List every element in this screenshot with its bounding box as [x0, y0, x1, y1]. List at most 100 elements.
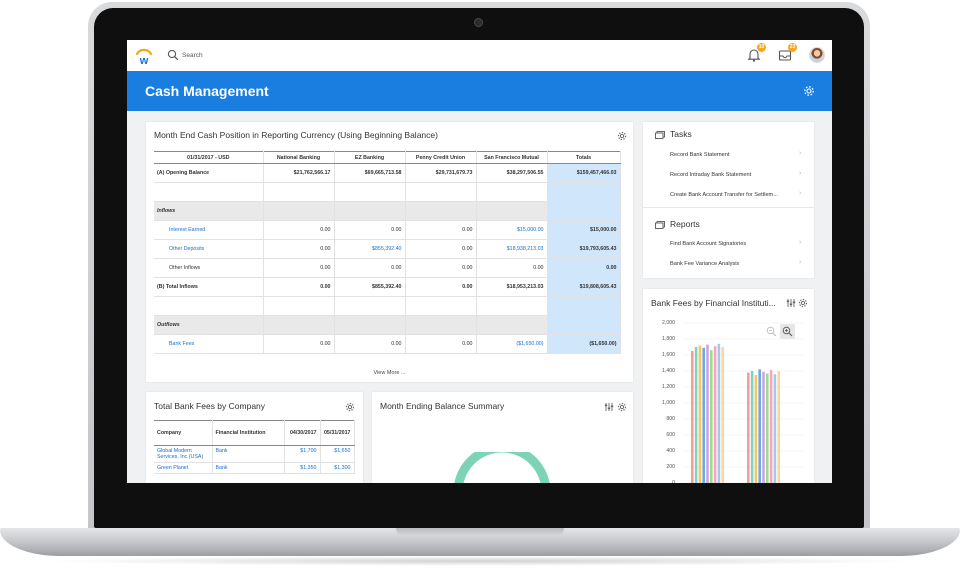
- view-more-link[interactable]: View More ...: [373, 370, 406, 376]
- divider: [643, 207, 814, 208]
- y-tick-label: 1,400: [662, 368, 675, 374]
- avatar[interactable]: [809, 47, 825, 63]
- table-row-bank-fees: Bank Fees 0.00 0.00 0.00 ($1,650.00) ($1…: [154, 334, 621, 354]
- table-row-interest-earned: Interest Earned 0.00 0.00 0.00 $15,000.0…: [154, 220, 621, 240]
- zoom-in-button[interactable]: [780, 324, 795, 339]
- gear-icon[interactable]: [803, 85, 815, 97]
- table-row-empty: [154, 182, 621, 202]
- chart-bar[interactable]: [694, 347, 698, 483]
- balance-summary-title: Month Ending Balance Summary: [380, 401, 505, 411]
- table-row-outflows-header: Outflows: [154, 315, 621, 335]
- company-link[interactable]: Global Modern Services, Inc (USA): [154, 445, 213, 463]
- chart-bar[interactable]: [717, 343, 721, 483]
- chart-bar[interactable]: [698, 345, 702, 483]
- chart-bar[interactable]: [691, 351, 694, 483]
- gear-icon[interactable]: [617, 131, 627, 141]
- tasks-reports-card: Tasks Record Bank Statement › Record Int…: [643, 122, 814, 278]
- task-create-transfer[interactable]: Create Bank Account Transfer for Settlem…: [670, 192, 778, 198]
- zoom-in-icon: [782, 326, 793, 337]
- institution-link[interactable]: Bank: [212, 462, 285, 474]
- column-header: 01/31/2017 - USD: [154, 151, 264, 164]
- y-tick-label: 400: [666, 448, 675, 454]
- y-tick-label: 1,200: [662, 384, 675, 390]
- y-tick-label: 1,000: [662, 400, 675, 406]
- table-row-other-deposits: Other Deposits 0.00 $855,392.40 0.00 $18…: [154, 239, 621, 259]
- fees-by-company-card: Total Bank Fees by Company Company Finan…: [146, 392, 363, 483]
- chart-bar[interactable]: [766, 373, 769, 483]
- cash-position-table: 01/31/2017 - USD National Banking EZ Ban…: [154, 151, 621, 354]
- column-header: 05/31/2017: [320, 420, 355, 446]
- amount-link[interactable]: $1,650: [320, 445, 355, 463]
- workday-logo-icon[interactable]: w: [133, 45, 155, 67]
- chart-bar[interactable]: [762, 371, 765, 483]
- search-input[interactable]: [182, 47, 342, 63]
- camera-icon: [474, 18, 483, 27]
- column-header: San Francisco Mutual: [476, 151, 548, 164]
- bell-icon: [747, 49, 761, 62]
- gear-icon[interactable]: [617, 402, 627, 412]
- chart-bar[interactable]: [747, 372, 750, 483]
- report-fee-variance[interactable]: Bank Fee Variance Analysis: [670, 261, 740, 267]
- filter-icon[interactable]: [604, 402, 614, 412]
- chart-bar[interactable]: [754, 375, 758, 483]
- institution-link[interactable]: Bank: [212, 445, 285, 463]
- inbox-icon: [778, 50, 792, 61]
- amount-link[interactable]: $15,000.00: [476, 220, 548, 240]
- notifications-button[interactable]: 10: [746, 43, 766, 63]
- y-tick-label: 600: [666, 432, 675, 438]
- other-deposits-link[interactable]: Other Deposits: [154, 239, 264, 259]
- laptop-base-notch: [396, 528, 564, 536]
- column-header: EZ Banking: [334, 151, 406, 164]
- chart-bar[interactable]: [702, 347, 705, 483]
- amount-link[interactable]: $1,300: [320, 462, 355, 474]
- chart-bar[interactable]: [769, 370, 773, 483]
- filter-icon[interactable]: [786, 298, 796, 308]
- amount-link[interactable]: $1,700: [284, 445, 321, 463]
- chart-bar[interactable]: [777, 371, 780, 483]
- y-tick-label: 1,600: [662, 352, 675, 358]
- search-icon[interactable]: [167, 49, 179, 61]
- table-header-row: Company Financial Institution 04/30/2017…: [154, 420, 355, 446]
- y-tick-label: 2,000: [662, 320, 675, 326]
- chart-bar[interactable]: [713, 346, 717, 483]
- amount-link[interactable]: $855,392.40: [334, 239, 406, 259]
- inbox-badge: 23: [788, 43, 797, 52]
- bank-fees-chart-card: Bank Fees by Financial Instituti...: [643, 289, 814, 483]
- fees-by-company-table: Company Financial Institution 04/30/2017…: [154, 420, 355, 474]
- amount-link[interactable]: $18,938,213.03: [476, 239, 548, 259]
- chart-bar[interactable]: [721, 347, 724, 483]
- amount-link[interactable]: ($1,650.00): [476, 334, 548, 354]
- column-header: Company: [154, 420, 213, 446]
- chart-bar[interactable]: [706, 344, 709, 483]
- bank-fees-link[interactable]: Bank Fees: [154, 334, 264, 354]
- task-record-intraday-statement[interactable]: Record Intraday Bank Statement: [670, 172, 752, 178]
- tasks-title: Tasks: [670, 129, 692, 139]
- top-bar: w 10 23: [127, 40, 832, 72]
- page-header: Cash Management: [127, 71, 832, 111]
- task-record-bank-statement[interactable]: Record Bank Statement: [670, 152, 730, 158]
- inbox-button[interactable]: 23: [777, 43, 797, 63]
- interest-earned-link[interactable]: Interest Earned: [154, 220, 264, 240]
- chart-bar[interactable]: [750, 371, 754, 483]
- report-find-signatories[interactable]: Find Bank Account Signatories: [670, 241, 747, 247]
- chart-bar[interactable]: [758, 369, 761, 483]
- company-link[interactable]: Green Planet: [154, 462, 213, 474]
- app-screen: w 10 23 Cash Management: [127, 40, 832, 483]
- gear-icon[interactable]: [798, 298, 808, 308]
- fees-by-company-title: Total Bank Fees by Company: [154, 401, 266, 411]
- chevron-right-icon: ›: [799, 190, 802, 197]
- table-row-opening-balance: (A) Opening Balance $21,762,566.17 $69,6…: [154, 163, 621, 183]
- column-header: National Banking: [263, 151, 335, 164]
- y-tick-label: 200: [666, 464, 675, 470]
- chart-title: Bank Fees by Financial Instituti...: [651, 298, 776, 308]
- amount-link[interactable]: $1,350: [284, 462, 321, 474]
- balance-summary-card: Month Ending Balance Summary: [372, 392, 633, 483]
- zoom-out-icon[interactable]: [766, 326, 777, 337]
- gear-icon[interactable]: [345, 402, 355, 412]
- cash-position-title: Month End Cash Position in Reporting Cur…: [154, 130, 438, 140]
- chevron-right-icon: ›: [799, 239, 802, 246]
- table-row-inflows-header: Inflows: [154, 201, 621, 221]
- chart-bar[interactable]: [710, 350, 713, 483]
- chart-bar[interactable]: [773, 374, 777, 483]
- notifications-badge: 10: [757, 43, 766, 52]
